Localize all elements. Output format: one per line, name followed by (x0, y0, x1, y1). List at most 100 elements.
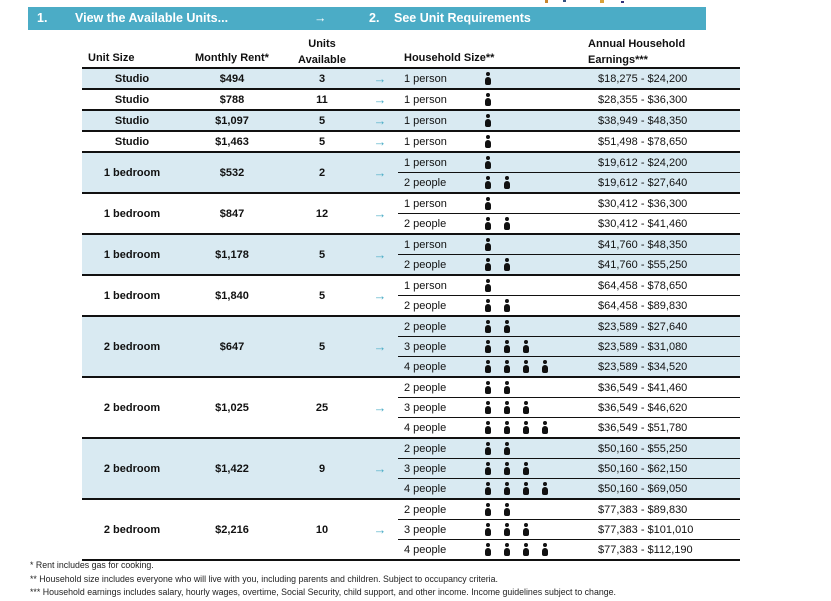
person-icons (476, 523, 584, 536)
unit-group: 1 bedroom $1,840 5 → 1 person $64,458 - $78,6… (82, 276, 740, 317)
annual-earnings-cell: $23,589 - $27,640 (598, 320, 688, 333)
annual-earnings-cell: $30,412 - $41,460 (598, 217, 688, 230)
units-available-cell: 11 (316, 93, 328, 106)
unit-group-requirements: 1 person $18,275 - $24,200 (398, 69, 740, 88)
person-icon (484, 543, 491, 556)
annual-earnings-cell: $19,612 - $24,200 (598, 156, 688, 169)
unit-group-requirements: 2 people $23,589 - $27,640 3 people $23,589… (398, 317, 740, 376)
row-arrow-icon: → (373, 134, 387, 149)
unit-group-left: 2 bedroom $1,025 25 → (82, 378, 398, 437)
person-icon (484, 279, 491, 292)
unit-size-cell: 2 bedroom (103, 401, 161, 414)
person-icon (484, 135, 491, 148)
monthly-rent-cell: $847 (219, 207, 245, 220)
units-available-cell: 5 (318, 340, 326, 353)
person-icon (484, 381, 491, 394)
person-icons (476, 258, 584, 271)
annual-earnings-cell: $50,160 - $62,150 (598, 462, 688, 475)
person-icons (476, 320, 584, 333)
household-size-cell: 2 people (404, 381, 447, 394)
unit-size-cell: Studio (114, 135, 150, 148)
person-icons (476, 197, 584, 210)
annual-earnings-cell: $23,589 - $31,080 (598, 340, 688, 353)
column-header-earnings-line2: Earnings*** (588, 54, 648, 66)
requirement-row: 1 person $64,458 - $78,650 (398, 276, 740, 295)
person-icons (476, 93, 584, 106)
household-size-cell: 3 people (404, 523, 447, 536)
requirement-row: 2 people $64,458 - $89,830 (398, 295, 740, 315)
requirement-row: 3 people $77,383 - $101,010 (398, 519, 740, 539)
household-size-cell: 2 people (404, 258, 447, 271)
annual-earnings-cell: $77,383 - $89,830 (598, 503, 688, 516)
person-icon (503, 401, 510, 414)
person-icon (503, 217, 510, 230)
household-size-cell: 4 people (404, 482, 447, 495)
person-icon (484, 217, 491, 230)
person-icon (484, 442, 491, 455)
clipped-page-artifact (563, 0, 566, 2)
person-icons (476, 442, 584, 455)
unit-group: 2 bedroom $1,025 25 → 2 people $36,549 - $41,… (82, 378, 740, 439)
annual-earnings-cell: $18,275 - $24,200 (598, 72, 688, 85)
person-icon (522, 543, 529, 556)
column-header-units-available: Units Available (282, 36, 362, 68)
monthly-rent-cell: $2,216 (215, 523, 249, 536)
person-icons (476, 217, 584, 230)
unit-size-cell: Studio (114, 93, 150, 106)
person-icons (476, 360, 584, 373)
unit-group-requirements: 1 person $19,612 - $24,200 2 people $19,612… (398, 153, 740, 192)
row-arrow-icon: → (373, 339, 387, 354)
household-size-cell: 1 person (404, 197, 447, 210)
step-arrow-icon: → (314, 11, 327, 25)
person-icon (503, 442, 510, 455)
footnote-household-size: ** Household size includes everyone who … (30, 573, 498, 584)
annual-earnings-cell: $41,760 - $48,350 (598, 238, 688, 251)
household-size-cell: 1 person (404, 279, 447, 292)
requirement-row: 3 people $50,160 - $62,150 (398, 458, 740, 478)
annual-earnings-cell: $77,383 - $112,190 (598, 543, 693, 556)
row-arrow-icon: → (373, 206, 387, 221)
person-icon (522, 523, 529, 536)
household-size-cell: 1 person (404, 72, 447, 85)
person-icon (484, 156, 491, 169)
annual-earnings-cell: $36,549 - $51,780 (598, 421, 688, 434)
requirement-row: 2 people $41,760 - $55,250 (398, 254, 740, 274)
unit-group-left: 1 bedroom $1,840 5 → (82, 276, 398, 315)
column-header-units-line1: Units (308, 38, 336, 50)
household-size-cell: 1 person (404, 93, 447, 106)
person-icon (484, 299, 491, 312)
annual-earnings-cell: $23,589 - $34,520 (598, 360, 688, 373)
person-icons (476, 279, 584, 292)
footnote-rent: * Rent includes gas for cooking. (30, 560, 154, 570)
unit-group-left: 2 bedroom $2,216 10 → (82, 500, 398, 559)
units-available-cell: 5 (318, 289, 326, 302)
unit-group-left: Studio $494 3 → (82, 69, 398, 88)
units-available-cell: 9 (318, 462, 326, 475)
step-header-bar: 1. View the Available Units... → 2. See … (28, 7, 706, 30)
document-page: { "header_bar": { "step1_number": "1.", … (28, 0, 740, 597)
person-icon (503, 299, 510, 312)
person-icon (484, 258, 491, 271)
person-icon (484, 93, 491, 106)
unit-size-cell: Studio (114, 114, 150, 127)
person-icon (541, 482, 548, 495)
clipped-page-artifact (621, 1, 624, 3)
household-size-cell: 3 people (404, 401, 447, 414)
household-size-cell: 4 people (404, 421, 447, 434)
row-arrow-icon: → (373, 400, 387, 415)
requirement-row: 1 person $38,949 - $48,350 (398, 111, 740, 130)
requirement-row: 2 people $77,383 - $89,830 (398, 500, 740, 519)
person-icons (476, 135, 584, 148)
household-size-cell: 3 people (404, 462, 447, 475)
person-icon (503, 523, 510, 536)
units-available-cell: 5 (318, 114, 326, 127)
person-icon (522, 340, 529, 353)
person-icon (484, 360, 491, 373)
household-size-cell: 2 people (404, 320, 447, 333)
step1-number: 1. (37, 11, 48, 25)
unit-group: 1 bedroom $1,178 5 → 1 person $41,760 - $48,3… (82, 235, 740, 276)
step2-number: 2. (369, 11, 380, 25)
person-icon (522, 421, 529, 434)
requirement-row: 3 people $23,589 - $31,080 (398, 336, 740, 356)
unit-size-cell: Studio (114, 72, 150, 85)
